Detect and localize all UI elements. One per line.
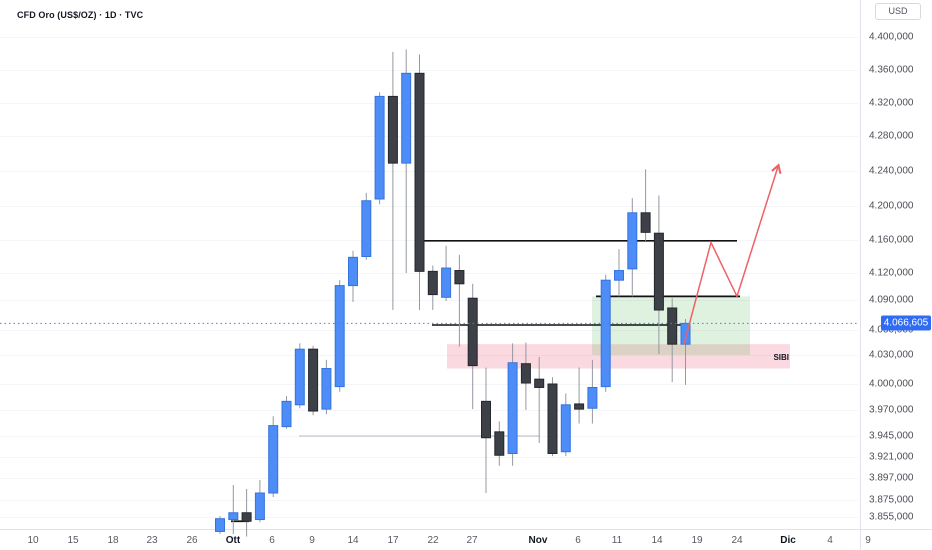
candle-down[interactable] [494, 431, 505, 456]
currency-button[interactable]: USD [875, 3, 921, 20]
candle-up[interactable] [374, 95, 385, 200]
time-tick-label: 17 [387, 535, 399, 546]
price-tick-label: 4.400,000 [869, 31, 914, 43]
candle-down[interactable] [308, 348, 319, 412]
time-tick-label: 9 [309, 535, 315, 546]
symbol-title[interactable]: CFD Oro (US$/OZ) · 1D · TVC [17, 10, 144, 20]
price-tick-label: 4.320,000 [869, 97, 914, 109]
time-tick-label: Ott [225, 535, 241, 546]
candle-up[interactable] [401, 72, 412, 164]
candle-up[interactable] [507, 362, 518, 455]
time-tick-label: Dic [780, 535, 796, 546]
time-tick-label: 24 [731, 535, 743, 546]
candle-up[interactable] [215, 518, 225, 532]
price-axis[interactable]: 4.400,000 4.360,000 4.320,000 4.280,000 4.24… [861, 0, 932, 529]
candle-down[interactable] [640, 212, 651, 233]
candle-up[interactable] [294, 348, 305, 406]
time-tick-label: 23 [146, 535, 158, 546]
candles-layer [215, 49, 691, 537]
candle-down[interactable] [667, 307, 678, 345]
time-tick-label: 15 [67, 535, 79, 546]
last-price-label: 4.066,605 [883, 317, 929, 329]
price-tick-label: 4.280,000 [869, 130, 914, 142]
price-tick-label: 3.855,000 [869, 511, 914, 523]
time-tick-label: 26 [186, 535, 198, 546]
time-tick-label: 18 [107, 535, 119, 546]
time-tick-label: 27 [466, 535, 478, 546]
time-axis[interactable]: 10 15 18 23 26 Ott 6 9 14 17 22 27 Nov 6 11 14 19 24 Dic 4 9 [0, 529, 932, 550]
price-tick-label: 3.875,000 [869, 494, 914, 506]
price-tick-label: 4.090,000 [869, 294, 914, 306]
candle-up[interactable] [614, 270, 624, 281]
candle-down[interactable] [241, 512, 252, 522]
candle-up[interactable] [600, 279, 611, 388]
candle-down[interactable] [574, 403, 585, 410]
time-tick-label: 14 [347, 535, 359, 546]
sibi-zone[interactable] [447, 344, 790, 369]
price-tick-label: 3.970,000 [869, 404, 914, 416]
time-tick-label: Nov [528, 535, 548, 546]
price-tick-label: 4.240,000 [869, 165, 914, 177]
sibi-label: SIBI [773, 353, 789, 362]
price-tick-label: 4.120,000 [869, 267, 914, 279]
candle-up[interactable] [441, 267, 452, 298]
time-tick-label: 22 [427, 535, 439, 546]
candle-up[interactable] [281, 400, 292, 428]
time-tick-label: 19 [691, 535, 703, 546]
time-tick-label: 6 [575, 535, 581, 546]
time-tick-label: 11 [611, 535, 623, 546]
time-tick-label: 6 [269, 535, 275, 546]
candle-down[interactable] [467, 297, 478, 367]
candle-down[interactable] [414, 72, 425, 272]
candle-down[interactable] [454, 270, 465, 285]
candle-up[interactable] [587, 386, 598, 409]
candle-down[interactable] [481, 400, 491, 439]
time-tick-label: 4 [827, 535, 833, 546]
candle-up[interactable] [348, 256, 358, 287]
price-tick-label: 4.000,000 [869, 378, 914, 390]
candle-down[interactable] [520, 363, 531, 384]
price-tick-label: 4.160,000 [869, 234, 914, 246]
candle-down[interactable] [547, 383, 558, 454]
candle-up[interactable] [560, 404, 571, 453]
candle-up[interactable] [627, 212, 638, 270]
candle-up[interactable] [268, 425, 279, 494]
price-tick-label: 3.945,000 [869, 430, 914, 442]
price-tick-label: 3.897,000 [869, 472, 914, 484]
candle-down[interactable] [427, 270, 438, 296]
time-tick-label: 14 [651, 535, 663, 546]
candle-up[interactable] [228, 512, 239, 521]
zones-layer: SIBI [447, 296, 790, 369]
last-price-tag: 4.066,605 [881, 315, 931, 331]
projection-arrow[interactable] [683, 163, 782, 345]
candle-down[interactable] [534, 378, 545, 388]
candle-up[interactable] [334, 285, 345, 388]
price-tick-label: 4.360,000 [869, 64, 914, 76]
candle-down[interactable] [387, 95, 398, 164]
candle-up[interactable] [361, 200, 372, 257]
candle-down[interactable] [653, 232, 664, 311]
candle-up[interactable] [321, 368, 332, 410]
time-tick-label: 9 [865, 535, 871, 546]
price-tick-label: 4.030,000 [869, 349, 914, 361]
chart-legend: CFD Oro (US$/OZ) · 1D · TVC [17, 5, 143, 23]
candle-up[interactable] [254, 492, 265, 521]
price-tick-label: 4.200,000 [869, 200, 914, 212]
time-tick-label: 10 [27, 535, 39, 546]
price-tick-label: 3.921,000 [869, 451, 914, 463]
